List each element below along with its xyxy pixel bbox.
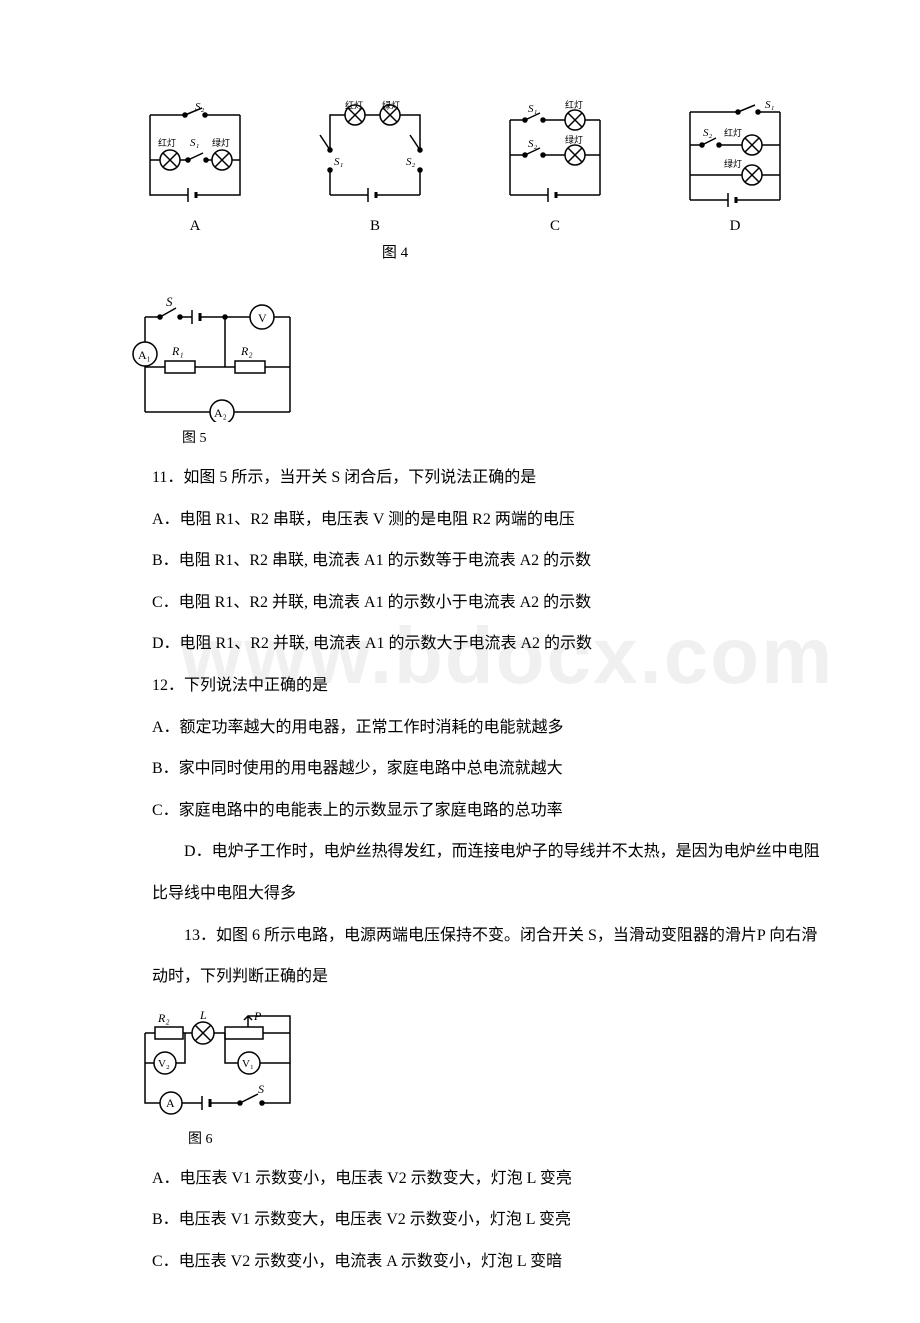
figure-6-block: R₂ L P V₂ V₁ A S 图 6 bbox=[0, 998, 920, 1158]
circuit-a-label: A bbox=[190, 218, 201, 235]
label-green: 绿灯 bbox=[382, 100, 400, 110]
label-s1: S₁ bbox=[528, 103, 538, 115]
q12-d: D．电炉子工作时，电炉丝热得发红，而连接电炉子的导线并不太热，是因为电炉丝中电阻… bbox=[152, 843, 820, 902]
q12-b: B．家中同时使用的用电器越少，家庭电路中总电流就越大 bbox=[90, 748, 830, 790]
label-red: 红灯 bbox=[345, 100, 363, 110]
q12-c: C．家庭电路中的电能表上的示数显示了家庭电路的总功率 bbox=[90, 790, 830, 832]
q12-stem: 12．下列说法中正确的是 bbox=[90, 665, 830, 707]
label-s2: S₂ bbox=[703, 127, 713, 139]
label-green: 绿灯 bbox=[212, 137, 230, 148]
label-a2: A₂ bbox=[214, 406, 227, 420]
label-r2: R₂ bbox=[240, 344, 253, 358]
q11-b: B．电阻 R1、R2 串联, 电流表 A1 的示数等于电流表 A2 的示数 bbox=[90, 540, 830, 582]
label-p: P bbox=[253, 1009, 262, 1023]
q11-c: C．电阻 R1、R2 并联, 电流表 A1 的示数小于电流表 A2 的示数 bbox=[90, 582, 830, 624]
circuit-5-svg: S V A₁ R₁ R₂ A₂ bbox=[120, 292, 310, 422]
circuit-d: S₁ S₂ 红灯 绿灯 D bbox=[670, 100, 800, 235]
label-s1: S₁ bbox=[765, 100, 775, 111]
text-block: 11．如图 5 所示，当开关 S 闭合后，下列说法正确的是 A．电阻 R1、R2… bbox=[0, 457, 920, 998]
q13-a: A．电压表 V1 示数变小，电压表 V2 示数变大，灯泡 L 变亮 bbox=[90, 1158, 830, 1200]
q12-a: A．额定功率越大的用电器，正常工作时消耗的电能就越多 bbox=[90, 707, 830, 749]
label-v2: V₂ bbox=[158, 1058, 170, 1070]
label-s1: S₁ bbox=[190, 137, 200, 149]
label-r2: R₂ bbox=[157, 1011, 170, 1025]
circuit-b-svg: 红灯 绿灯 S₁ S₂ bbox=[310, 100, 440, 210]
circuit-c-label: C bbox=[550, 218, 560, 235]
circuit-b: 红灯 绿灯 S₁ S₂ B bbox=[310, 100, 440, 235]
circuit-c: S₁ 红灯 S₂ 绿灯 C bbox=[490, 100, 620, 235]
circuit-b-label: B bbox=[370, 218, 380, 235]
label-s: S bbox=[166, 294, 173, 309]
circuit-6-svg: R₂ L P V₂ V₁ A S bbox=[130, 1008, 305, 1123]
q11-stem: 11．如图 5 所示，当开关 S 闭合后，下列说法正确的是 bbox=[90, 457, 830, 499]
circuit-c-svg: S₁ 红灯 S₂ 绿灯 bbox=[490, 100, 620, 210]
label-r1: R₁ bbox=[171, 344, 184, 358]
circuit-d-svg: S₁ S₂ 红灯 绿灯 bbox=[670, 100, 800, 210]
label-s2: S₂ bbox=[195, 101, 205, 113]
label-v: V bbox=[258, 311, 267, 325]
label-red: 红灯 bbox=[158, 137, 176, 148]
circuit-d-label: D bbox=[730, 218, 741, 235]
circuit-a: S₂ 红灯 S₁ 绿灯 A bbox=[130, 100, 260, 235]
label-s1: S₁ bbox=[334, 156, 344, 168]
fig5-caption: 图 5 bbox=[120, 427, 920, 447]
q11-a: A．电阻 R1、R2 串联，电压表 V 测的是电阻 R2 两端的电压 bbox=[90, 499, 830, 541]
label-s2: S₂ bbox=[528, 138, 538, 150]
q13-b: B．电压表 V1 示数变大，电压表 V2 示数变小，灯泡 L 变亮 bbox=[90, 1199, 830, 1241]
label-v1: V₁ bbox=[242, 1058, 254, 1070]
label-green: 绿灯 bbox=[724, 158, 742, 169]
q11-d: D．电阻 R1、R2 并联, 电流表 A1 的示数大于电流表 A2 的示数 bbox=[90, 623, 830, 665]
label-green: 绿灯 bbox=[565, 134, 583, 145]
figure-4-row: S₂ 红灯 S₁ 绿灯 A bbox=[0, 40, 920, 245]
label-s: S bbox=[258, 1082, 264, 1096]
label-l: L bbox=[199, 1008, 207, 1022]
label-a: A bbox=[166, 1096, 175, 1110]
figure-5-block: S V A₁ R₁ R₂ A₂ 图 5 bbox=[0, 262, 920, 457]
q13-stem: 13．如图 6 所示电路，电源两端电压保持不变。闭合开关 S，当滑动变阻器的滑片… bbox=[152, 927, 817, 986]
fig4-caption: 图 4 bbox=[0, 241, 920, 262]
label-a1: A₁ bbox=[138, 348, 151, 362]
q13-c: C．电压表 V2 示数变小，电流表 A 示数变小，灯泡 L 变暗 bbox=[90, 1241, 830, 1283]
label-red: 红灯 bbox=[724, 127, 742, 138]
label-s2: S₂ bbox=[406, 156, 416, 168]
circuit-a-svg: S₂ 红灯 S₁ 绿灯 bbox=[130, 100, 260, 210]
label-red: 红灯 bbox=[565, 100, 583, 110]
fig6-caption: 图 6 bbox=[130, 1128, 920, 1148]
text-block-2: A．电压表 V1 示数变小，电压表 V2 示数变大，灯泡 L 变亮 B．电压表 … bbox=[0, 1158, 920, 1283]
